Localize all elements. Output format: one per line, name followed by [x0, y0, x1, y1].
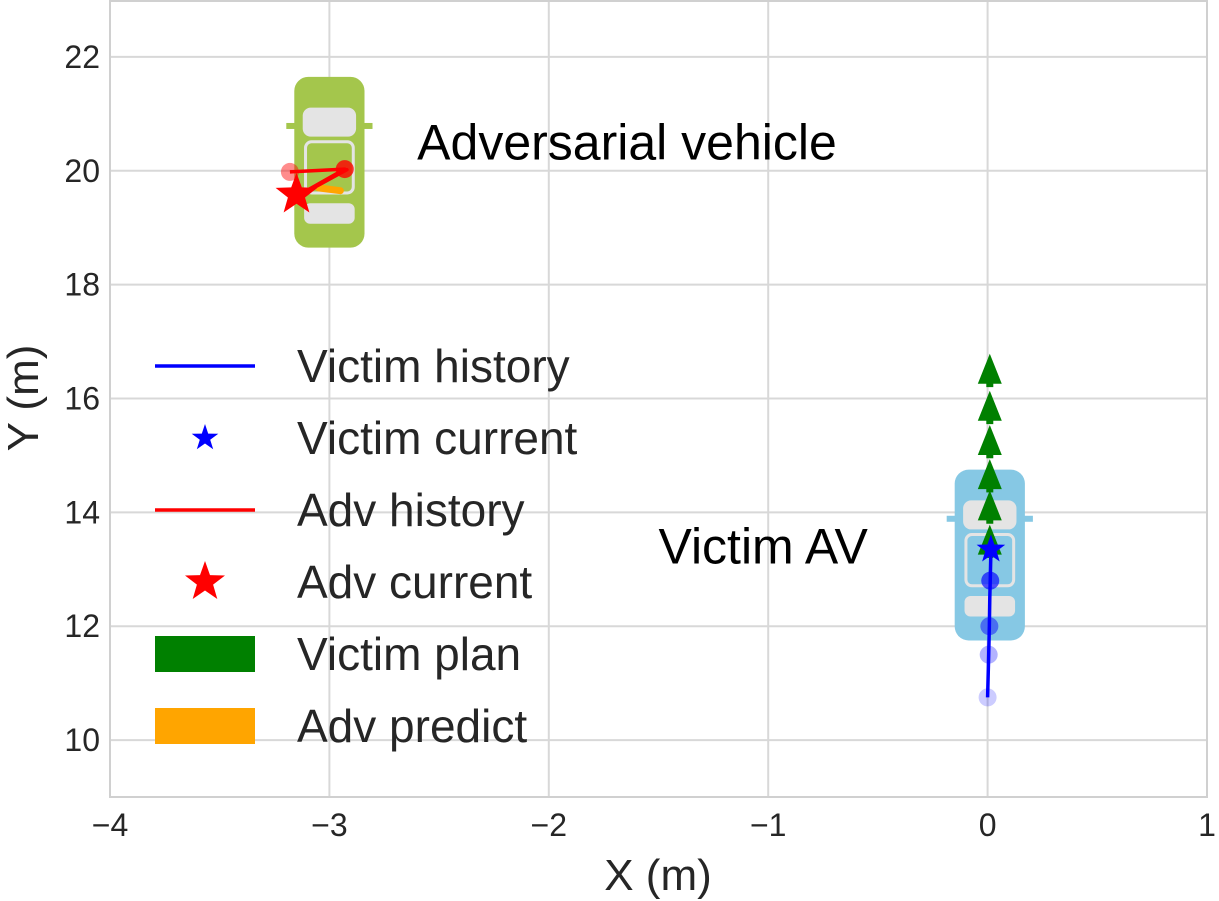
annotations: Adversarial vehicle Victim AV: [417, 114, 868, 574]
x-tick-label: 1: [1198, 807, 1216, 843]
annotation-adversarial-vehicle: Adversarial vehicle: [417, 114, 837, 170]
legend-patch-swatch: [155, 636, 255, 672]
victim-current-star: [976, 534, 1006, 562]
y-axis-label: Y (m): [0, 345, 48, 452]
axes: X (m) Y (m): [0, 345, 712, 900]
x-tick-label: −1: [750, 807, 786, 843]
adv-current-star: [275, 172, 318, 213]
x-tick-label: −3: [311, 807, 347, 843]
data-series: [275, 160, 1006, 707]
grid: −4 −3 −2 −1 0 1 10 12 14 16 18 20 22: [64, 0, 1216, 843]
y-tick-label: 16: [64, 381, 100, 417]
victim-plan-arrowhead: [977, 459, 1002, 490]
x-axis-label: X (m): [604, 851, 712, 900]
legend-patch-swatch: [155, 708, 255, 744]
legend-label: Adv history: [297, 484, 525, 536]
legend-label: Adv predict: [297, 700, 527, 752]
x-tick-label: 0: [979, 807, 997, 843]
history-point: [978, 688, 997, 707]
car-rear-window: [304, 203, 355, 224]
vehicles: [286, 76, 1033, 641]
annotation-victim-av: Victim AV: [659, 519, 869, 575]
history-point: [280, 162, 299, 181]
y-tick-label: 22: [64, 39, 100, 75]
x-tick-label: −2: [531, 807, 567, 843]
car-mirror: [286, 122, 297, 129]
victim-plan-arrowhead: [977, 390, 1002, 421]
legend-label: Victim current: [297, 412, 578, 464]
legend-item: Adv history: [155, 484, 525, 536]
x-tick-label: −4: [92, 807, 128, 843]
legend-label: Victim plan: [297, 628, 521, 680]
history-point: [980, 617, 999, 636]
legend-item: Victim current: [191, 412, 578, 464]
car-mirror: [362, 122, 373, 129]
legend-star-swatch: [185, 561, 225, 599]
legend-item: Adv current: [185, 556, 532, 608]
legend-item: Adv predict: [155, 700, 527, 752]
legend-item: Victim history: [155, 340, 570, 392]
y-tick-label: 18: [64, 267, 100, 303]
history-point: [335, 160, 354, 179]
vehicle-adversarial: [286, 76, 373, 248]
history-point: [979, 645, 998, 664]
victim-plan-arrowhead: [977, 424, 1002, 455]
legend-label: Adv current: [297, 556, 532, 608]
y-tick-label: 20: [64, 153, 100, 189]
car-windshield: [302, 107, 357, 137]
legend-item: Victim plan: [155, 628, 521, 680]
legend-star-swatch: [191, 424, 219, 450]
car-mirror: [1022, 515, 1033, 522]
legend: Victim history Victim current Adv history A…: [155, 340, 578, 752]
adv-predict-path: [314, 184, 344, 195]
legend-label: Victim history: [297, 340, 570, 392]
y-tick-label: 12: [64, 608, 100, 644]
y-tick-label: 14: [64, 494, 100, 530]
history-point: [981, 571, 1000, 590]
victim-plan-arrowhead: [977, 490, 1002, 521]
victim-plan-arrowhead: [977, 353, 1002, 384]
car-mirror: [946, 515, 957, 522]
y-tick-label: 10: [64, 722, 100, 758]
plot-frame: [109, 0, 1208, 798]
